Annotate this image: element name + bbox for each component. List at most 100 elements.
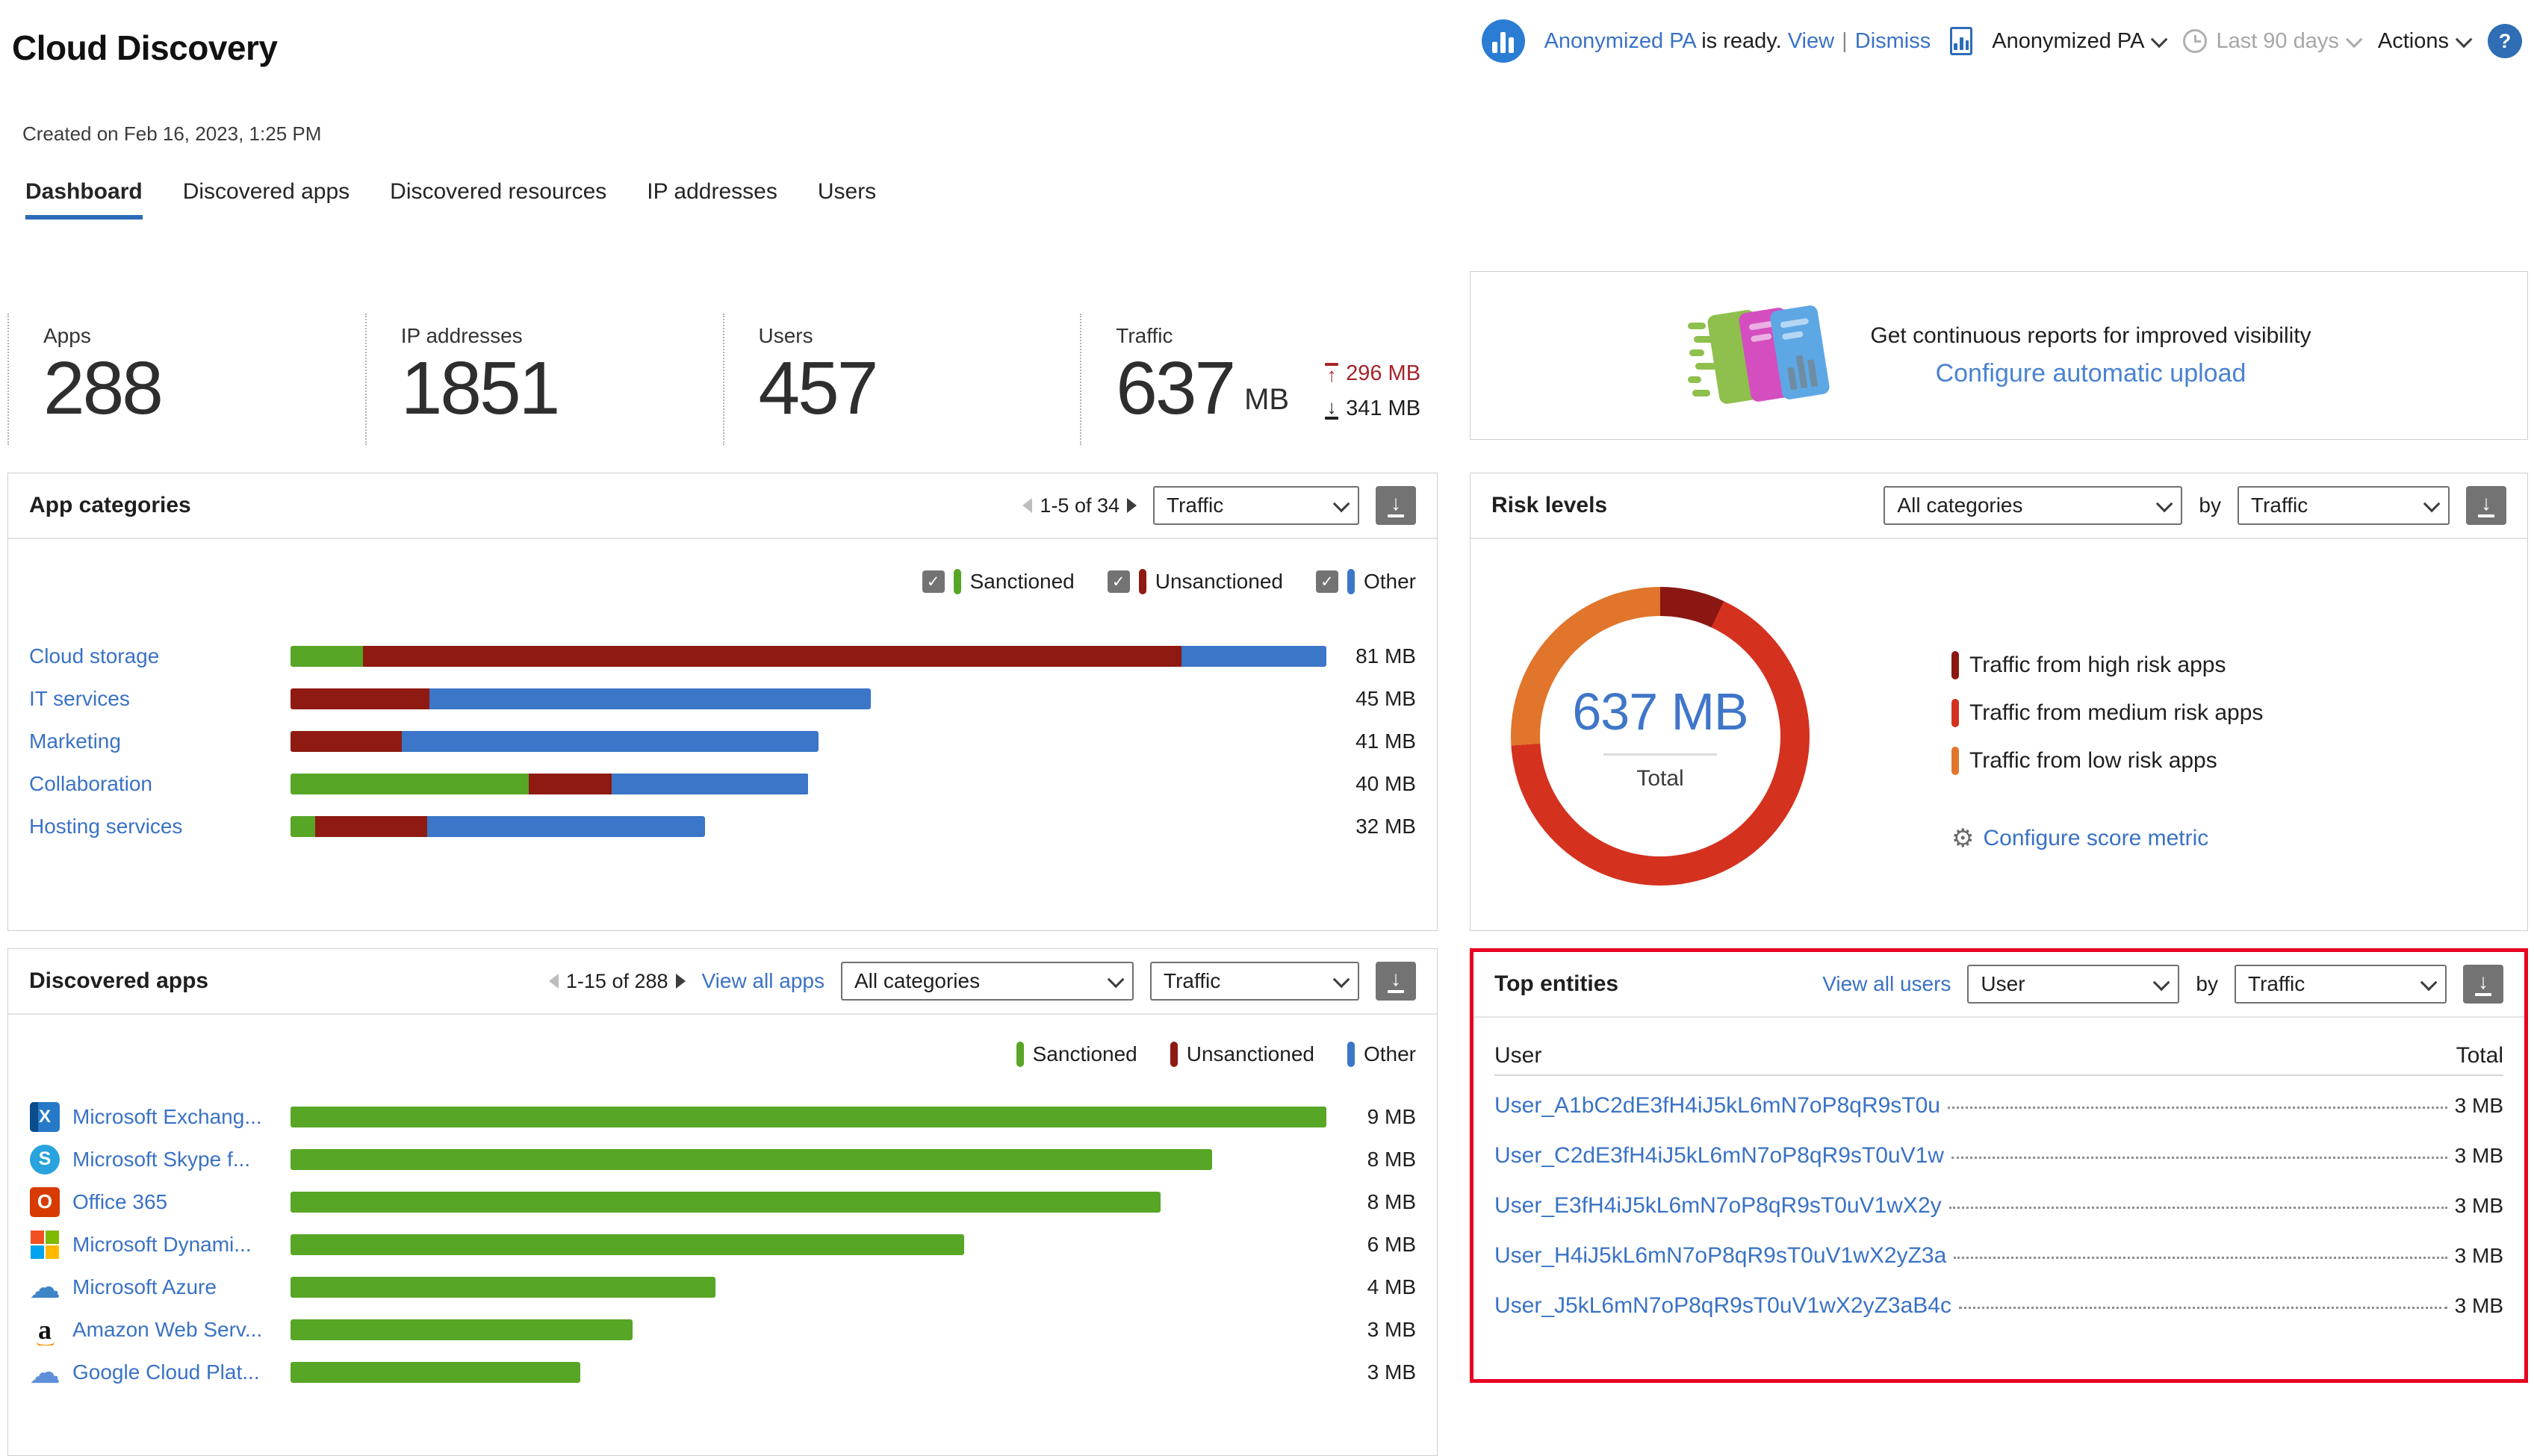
legend-checkbox[interactable] bbox=[1107, 570, 1130, 593]
traffic-bar bbox=[291, 1191, 1161, 1213]
traffic-value: 4 MB bbox=[1367, 1275, 1416, 1298]
chevron-down-icon bbox=[2156, 495, 2173, 513]
app-link[interactable]: Microsoft Skype f... bbox=[72, 1147, 251, 1171]
legend-label: Sanctioned bbox=[1032, 1042, 1137, 1065]
sort-select[interactable]: Traffic bbox=[1150, 962, 1359, 1001]
user-row: User_J5kL6mN7oP8qR9sT0uV1wX2yZ3aB4c 3 MB bbox=[1494, 1281, 2503, 1331]
tab[interactable]: Users bbox=[817, 179, 877, 204]
chevron-down-icon bbox=[2455, 31, 2473, 49]
panel-title: App categories bbox=[29, 493, 191, 517]
pagination: 1-15 of 288 bbox=[548, 970, 686, 993]
app-link[interactable]: Microsoft Azure bbox=[72, 1275, 217, 1298]
category-row: Cloud storage 81 MB bbox=[29, 635, 1416, 677]
app-categories-panel: App categories 1-5 of 34 Traffic ↓ Sanct… bbox=[7, 473, 1438, 931]
dotted-leader bbox=[1947, 1090, 2447, 1109]
risk-legend: Traffic from high risk apps Traffic from… bbox=[1951, 651, 2263, 775]
total-value: 3 MB bbox=[2454, 1143, 2503, 1167]
tab[interactable]: Dashboard bbox=[25, 179, 143, 220]
help-icon[interactable]: ? bbox=[2488, 24, 2522, 58]
download-traffic: ↓ 341 MB bbox=[1325, 396, 1420, 421]
user-link[interactable]: User_J5kL6mN7oP8qR9sT0uV1wX2yZ3aB4c bbox=[1494, 1292, 1951, 1318]
view-all-apps-link[interactable]: View all apps bbox=[701, 969, 825, 992]
user-link[interactable]: User_A1bC2dE3fH4iJ5kL6mN7oP8qR9sT0u bbox=[1494, 1092, 1940, 1118]
tab[interactable]: Discovered apps bbox=[182, 179, 350, 204]
stat-ip-addresses: IP addresses 1851 bbox=[364, 314, 723, 445]
chevron-down-icon bbox=[2423, 495, 2441, 513]
entity-select[interactable]: User bbox=[1967, 965, 2180, 1004]
app-link[interactable]: Microsoft Exchang... bbox=[72, 1104, 262, 1128]
stat-value: 1851 bbox=[400, 346, 560, 430]
panel-title: Top entities bbox=[1494, 971, 1619, 996]
legend-color-pill bbox=[953, 569, 961, 594]
view-all-users-link[interactable]: View all users bbox=[1822, 972, 1951, 995]
export-download-button[interactable]: ↓ bbox=[1376, 962, 1416, 1001]
user-link[interactable]: User_E3fH4iJ5kL6mN7oP8qR9sT0uV1wX2y bbox=[1494, 1192, 1942, 1218]
category-select[interactable]: All categories bbox=[1884, 486, 2183, 525]
ready-report-link[interactable]: Anonymized PA bbox=[1544, 28, 1696, 53]
time-range-selector[interactable]: Last 90 days bbox=[2183, 29, 2363, 54]
sort-select[interactable]: Traffic bbox=[1153, 486, 1359, 525]
category-link[interactable]: IT services bbox=[29, 686, 130, 710]
tab[interactable]: Discovered resources bbox=[390, 179, 607, 204]
app-link[interactable]: Microsoft Dynami... bbox=[72, 1232, 252, 1256]
dotted-leader bbox=[1954, 1240, 2447, 1259]
category-link[interactable]: Marketing bbox=[29, 729, 121, 753]
stat-users: Users 457 bbox=[722, 314, 1081, 445]
user-rows: User_A1bC2dE3fH4iJ5kL6mN7oP8qR9sT0u 3 MB… bbox=[1473, 1076, 2524, 1331]
gear-icon: ⚙ bbox=[1951, 824, 1975, 853]
category-link[interactable]: Collaboration bbox=[29, 771, 152, 795]
prev-page-icon[interactable] bbox=[1022, 498, 1033, 513]
sort-select[interactable]: Traffic bbox=[2238, 486, 2450, 525]
legend-checkbox[interactable] bbox=[1315, 570, 1338, 593]
legend-checkbox[interactable] bbox=[922, 570, 945, 593]
ready-suffix: is ready. bbox=[1701, 28, 1782, 53]
app-link[interactable]: Google Cloud Plat... bbox=[72, 1360, 260, 1384]
category-select[interactable]: All categories bbox=[841, 962, 1134, 1001]
view-link[interactable]: View bbox=[1787, 28, 1835, 53]
dotted-leader bbox=[1948, 1190, 2447, 1209]
chevron-down-icon bbox=[2153, 974, 2170, 992]
by-label: by bbox=[2199, 494, 2221, 517]
stat-value: 288 bbox=[43, 346, 164, 430]
panel-title: Discovered apps bbox=[29, 968, 209, 993]
sort-select-value: Traffic bbox=[2251, 494, 2308, 517]
export-download-button[interactable]: ↓ bbox=[1376, 486, 1416, 525]
actions-menu[interactable]: Actions bbox=[2377, 28, 2473, 54]
chevron-down-icon bbox=[1107, 971, 1125, 989]
donut-total-label: Total bbox=[1636, 765, 1684, 791]
category-link[interactable]: Hosting services bbox=[29, 814, 183, 838]
upload-traffic: ↑ 296 MB bbox=[1325, 361, 1420, 386]
tab-bar: Dashboard Discovered apps Discovered resou… bbox=[25, 179, 876, 220]
panel-title: Risk levels bbox=[1491, 493, 1608, 517]
stats-row: Apps 288 IP addresses 1851 Users 457 Tra… bbox=[7, 314, 1438, 445]
configure-score-metric-link[interactable]: Configure score metric bbox=[1983, 826, 2209, 850]
category-select-value: All categories bbox=[854, 969, 981, 992]
app-row: O Office 365 8 MB bbox=[29, 1180, 1416, 1223]
report-selector-label: Anonymized PA bbox=[1992, 28, 2145, 53]
category-row: IT services 45 MB bbox=[29, 677, 1416, 720]
app-link[interactable]: Office 365 bbox=[72, 1189, 168, 1213]
user-link[interactable]: User_C2dE3fH4iJ5kL6mN7oP8qR9sT0uV1w bbox=[1494, 1142, 1944, 1168]
app-row: Microsoft Dynami... 6 MB bbox=[29, 1223, 1416, 1266]
configure-automatic-upload-link[interactable]: Configure automatic upload bbox=[1935, 358, 2246, 388]
next-page-icon[interactable] bbox=[1127, 498, 1137, 513]
user-link[interactable]: User_H4iJ5kL6mN7oP8qR9sT0uV1wX2yZ3a bbox=[1494, 1242, 1947, 1268]
category-link[interactable]: Cloud storage bbox=[29, 644, 160, 668]
app-link[interactable]: Amazon Web Serv... bbox=[72, 1317, 263, 1341]
traffic-bar bbox=[291, 1148, 1213, 1170]
export-download-button[interactable]: ↓ bbox=[2463, 965, 2503, 1004]
traffic-value: 9 MB bbox=[1367, 1104, 1416, 1128]
legend-color-pill bbox=[1951, 699, 1959, 727]
sort-select[interactable]: Traffic bbox=[2235, 965, 2447, 1004]
tab[interactable]: IP addresses bbox=[647, 179, 777, 204]
total-value: 3 MB bbox=[2454, 1093, 2503, 1117]
traffic-value: 3 MB bbox=[1367, 1360, 1416, 1384]
report-selector[interactable]: Anonymized PA bbox=[1992, 28, 2168, 54]
next-page-icon[interactable] bbox=[675, 974, 686, 989]
dismiss-link[interactable]: Dismiss bbox=[1854, 28, 1931, 53]
app-icon: ☁ bbox=[29, 1271, 60, 1303]
prev-page-icon[interactable] bbox=[548, 974, 559, 989]
actions-label: Actions bbox=[2377, 28, 2449, 53]
stat-label: Traffic bbox=[1116, 324, 1173, 347]
export-download-button[interactable]: ↓ bbox=[2466, 486, 2506, 525]
